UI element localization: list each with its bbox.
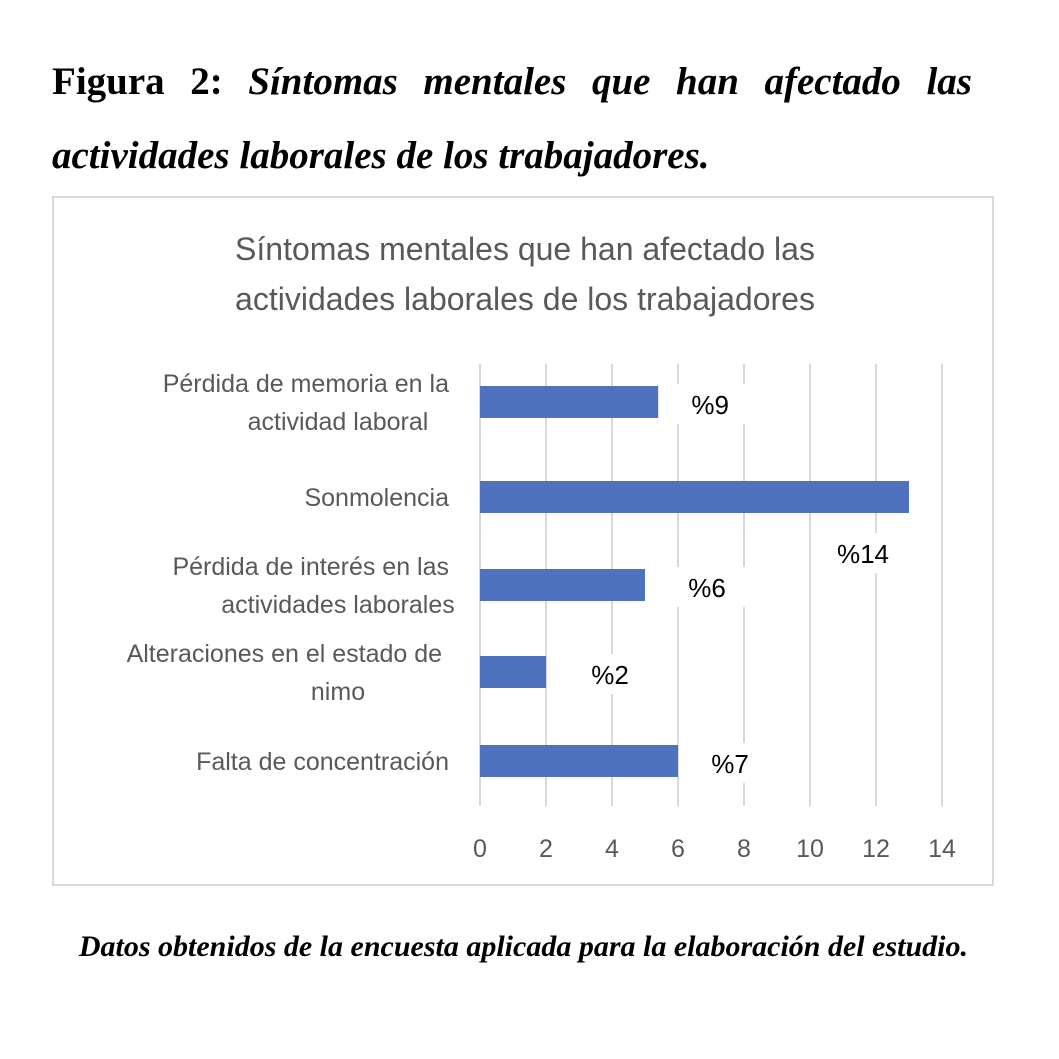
data-label-bg-4 [572,654,648,694]
category-label-1: Pérdida de memoria en la actividad labora… [163,370,449,436]
data-label-5: %7 [711,749,749,779]
data-label-bg-1 [672,384,749,424]
data-label-bg-3 [669,567,745,607]
x-tick-label-8: 8 [737,835,751,863]
x-tick-label-12: 12 [862,835,890,863]
data-label-4: %2 [591,660,629,690]
figure-caption: Figura 2: Síntomas mentales que han afec… [52,45,972,193]
category-label-4: Alteraciones en el estado de nimo [127,640,449,706]
bar-chart: Síntomas mentales que han afectado las ac… [127,231,956,863]
chart-title-line-1: Síntomas mentales que han afectado las [235,231,815,267]
data-label-3: %6 [688,573,726,603]
x-tick-label-14: 14 [928,835,956,863]
bar-4 [480,656,546,688]
chart-frame: Síntomas mentales que han afectado las ac… [52,196,994,886]
source-note: Datos obtenidos de la encuesta aplicada … [78,930,968,963]
figure-label: Figura 2: [52,60,223,103]
x-tick-label-10: 10 [796,835,824,863]
x-tick-label-2: 2 [539,835,553,863]
data-label-2: %14 [837,539,889,569]
bar-5 [480,745,678,777]
data-label-bg-5 [692,743,768,783]
chart-title-line-2: actividades laborales de los trabajadore… [235,281,815,317]
data-label-1: %9 [691,390,729,420]
bar-1 [480,386,659,418]
x-tick-label-4: 4 [605,835,619,863]
category-label-2: Sonmolencia [304,484,449,512]
x-tick-label-0: 0 [473,835,487,863]
figure-caption-title: Síntomas mentales que han afectado las a… [52,60,972,177]
data-label-bg-2 [825,533,901,573]
category-label-5: Falta de concentración [196,748,449,776]
category-label-3: Pérdida de interés en las actividades lab… [172,553,454,619]
x-tick-label-6: 6 [671,835,685,863]
bar-2 [480,481,909,513]
bar-3 [480,569,645,601]
